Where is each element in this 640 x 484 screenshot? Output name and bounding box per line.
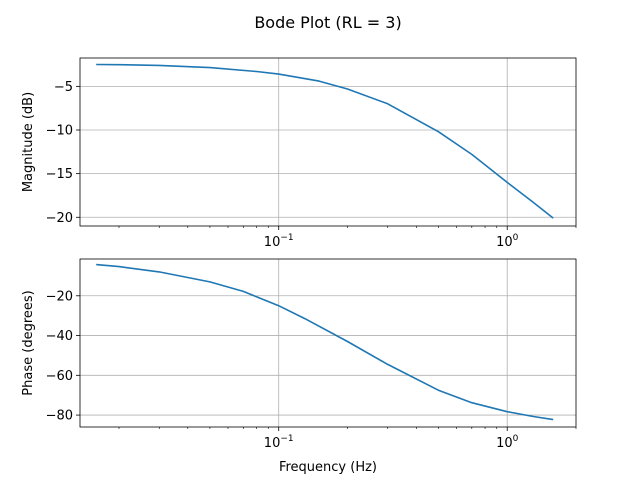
phase-series-line bbox=[96, 263, 554, 421]
phase-y-axis-label: Phase (degrees) bbox=[21, 290, 36, 395]
magnitude-series-line bbox=[96, 63, 554, 219]
magnitude-y-tick-label: −5 bbox=[54, 80, 73, 95]
magnitude-x-tick-label: 100 bbox=[496, 233, 519, 250]
magnitude-panel: 10−1 100 −5 −10 −15 −20 Magnitude (dB) bbox=[21, 57, 577, 250]
magnitude-axes-frame bbox=[79, 57, 577, 227]
magnitude-y-tick-label: −20 bbox=[46, 211, 73, 226]
phase-y-tick-label: −80 bbox=[46, 409, 73, 424]
x-axis-label: Frequency (Hz) bbox=[279, 460, 377, 475]
magnitude-x-tick-label: 10−1 bbox=[264, 233, 294, 250]
phase-panel: 10−1 100 −20 −40 −60 −80 Phase (degrees) Freque… bbox=[21, 258, 577, 475]
phase-y-tick-label: −60 bbox=[46, 369, 73, 384]
chart-title: Bode Plot (RL = 3) bbox=[254, 13, 401, 32]
magnitude-y-tick-label: −10 bbox=[46, 124, 73, 139]
phase-y-tick-label: −40 bbox=[46, 329, 73, 344]
phase-y-tick-label: −20 bbox=[46, 289, 73, 304]
phase-x-tick-label: 100 bbox=[496, 434, 519, 451]
phase-axes-frame bbox=[79, 258, 577, 428]
magnitude-y-axis-label: Magnitude (dB) bbox=[21, 92, 36, 192]
phase-x-tick-label: 10−1 bbox=[264, 434, 294, 451]
magnitude-y-tick-label: −15 bbox=[46, 167, 73, 182]
